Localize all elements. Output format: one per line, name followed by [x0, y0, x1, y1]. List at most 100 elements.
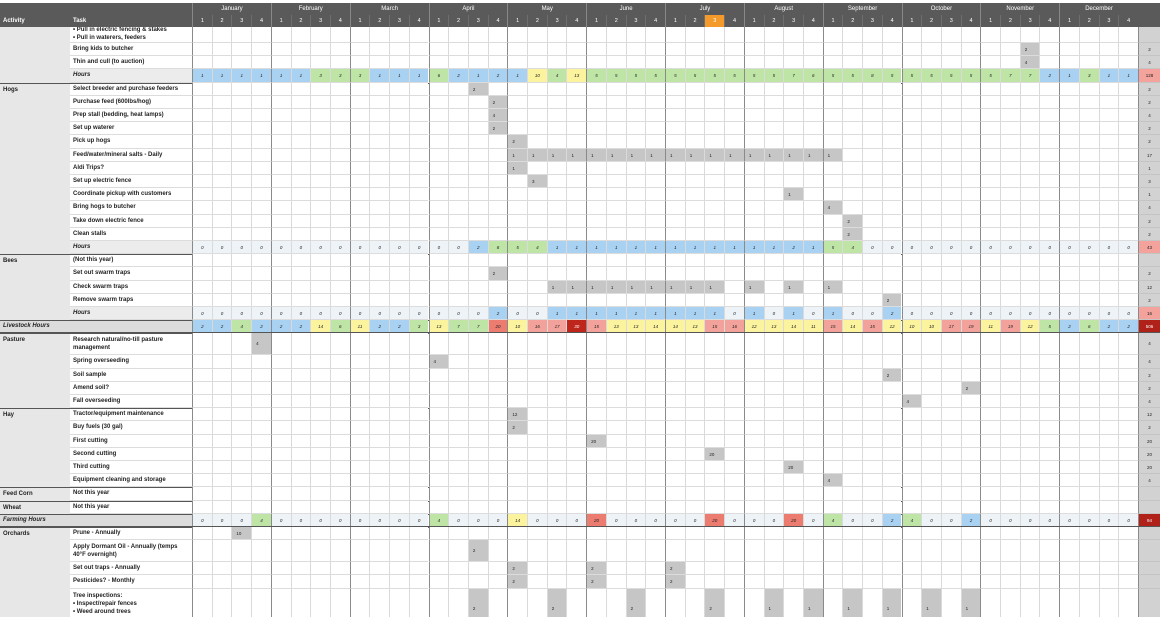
week-cell — [684, 82, 705, 96]
week-cell — [605, 588, 626, 617]
week-cell — [665, 421, 685, 435]
week-cell — [448, 56, 468, 70]
week-cell — [231, 487, 252, 501]
week-cell — [566, 82, 587, 96]
week-cell — [724, 188, 744, 202]
week-cell — [684, 293, 705, 307]
total-cell: 2 — [1138, 368, 1160, 382]
week-cell — [270, 56, 291, 70]
week-label: 4 — [881, 15, 902, 27]
week-cell — [960, 43, 981, 57]
week-cell — [1098, 434, 1119, 448]
week-cell — [625, 500, 646, 514]
week-cell — [231, 254, 252, 268]
week-cell — [1000, 254, 1020, 268]
week-cell — [192, 267, 212, 281]
week-cell — [980, 293, 1001, 307]
week-cell — [527, 254, 547, 268]
week-cell — [408, 474, 429, 488]
week-cell — [1059, 333, 1079, 356]
week-cell — [448, 148, 468, 162]
week-cell — [369, 161, 390, 175]
week-label: 3 — [1019, 15, 1040, 27]
week-cell — [960, 122, 981, 136]
week-cell — [1019, 355, 1040, 369]
week-cell — [1000, 188, 1020, 202]
week-cell — [251, 447, 271, 461]
week-cell — [1078, 562, 1099, 576]
header-task: Task — [73, 18, 87, 24]
week-cell — [231, 227, 252, 241]
week-cell — [586, 381, 606, 395]
week-cell — [192, 500, 212, 514]
week-cell — [901, 474, 922, 488]
week-cell — [822, 461, 843, 475]
week-cell — [586, 227, 606, 241]
task-cell: Set up electric fence — [70, 175, 192, 189]
week-cell — [369, 122, 390, 136]
week-cell — [487, 56, 508, 70]
week-cell — [1078, 175, 1099, 189]
week-cell — [251, 109, 271, 123]
week-cell — [369, 474, 390, 488]
week-cell — [566, 421, 587, 435]
week-cell — [940, 27, 961, 43]
week-cell — [684, 527, 705, 541]
week-cell: 1 — [566, 280, 587, 294]
week-cell — [980, 43, 1001, 57]
week-cell — [684, 135, 705, 149]
week-cell — [192, 122, 212, 136]
week-cell — [192, 355, 212, 369]
week-cell — [763, 27, 784, 43]
week-cell: 1 — [546, 307, 567, 321]
activity-cell — [0, 474, 70, 488]
week-cell — [231, 135, 252, 149]
week-cell: 0 — [507, 307, 528, 321]
week-cell — [192, 461, 212, 475]
week-cell — [1000, 527, 1020, 541]
week-cell — [881, 161, 902, 175]
week-cell — [625, 368, 646, 382]
week-cell — [684, 254, 705, 268]
week-cell — [743, 500, 764, 514]
week-cell — [1000, 487, 1020, 501]
week-label: 3 — [310, 15, 330, 27]
activity-cell: Feed Corn — [0, 487, 70, 501]
month-label: May — [507, 3, 586, 15]
week-cell — [921, 527, 941, 541]
week-cell — [487, 421, 508, 435]
week-cell — [566, 395, 587, 409]
week-cell — [940, 122, 961, 136]
week-cell — [862, 395, 882, 409]
total-cell — [1138, 575, 1160, 589]
week-cell — [724, 421, 744, 435]
week-cell — [251, 214, 271, 228]
week-cell — [980, 408, 1001, 422]
week-cell — [881, 500, 902, 514]
week-cell — [921, 368, 941, 382]
week-cell — [684, 27, 705, 43]
week-cell: 0 — [1098, 241, 1119, 255]
week-label: 1 — [270, 15, 291, 27]
week-cell — [251, 148, 271, 162]
week-cell: 0 — [1059, 241, 1079, 255]
week-cell — [901, 333, 922, 356]
week-cell — [507, 201, 528, 215]
task-cell: Set up waterer — [70, 122, 192, 136]
week-cell — [901, 500, 922, 514]
week-cell — [211, 267, 232, 281]
week-cell — [211, 254, 232, 268]
week-cell — [310, 395, 330, 409]
week-cell — [389, 293, 409, 307]
week-cell — [940, 43, 961, 57]
week-cell — [1078, 188, 1099, 202]
week-cell — [467, 135, 488, 149]
week-cell — [1078, 161, 1099, 175]
week-cell — [743, 368, 764, 382]
activity-cell — [0, 293, 70, 307]
week-cell — [467, 161, 488, 175]
total-cell: 1 — [1138, 161, 1160, 175]
task-cell: Remove swarm traps — [70, 293, 192, 307]
week-cell: 0 — [448, 513, 468, 527]
week-cell — [763, 201, 784, 215]
